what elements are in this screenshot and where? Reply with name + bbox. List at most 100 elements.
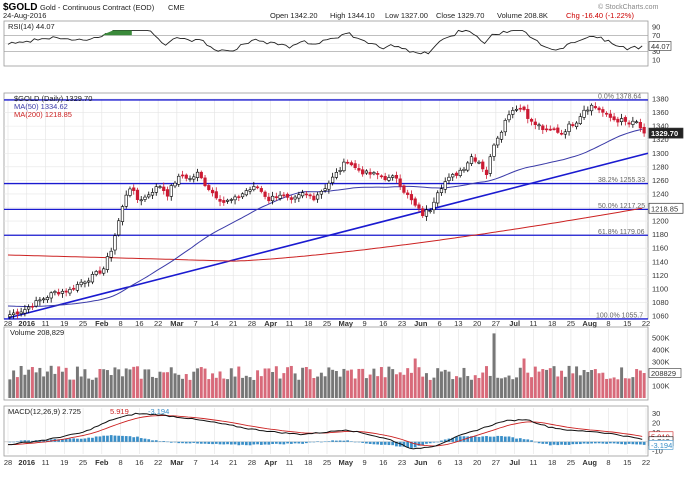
x-tick-label: 11: [530, 458, 538, 467]
candle-body: [574, 122, 579, 128]
macd-histogram-bar: [218, 441, 222, 445]
candle-body: [556, 127, 560, 133]
ma200-tag-box: [648, 202, 684, 214]
candle-body: [635, 121, 639, 124]
x-tick-label: Jul: [509, 319, 520, 328]
candle-body: [484, 169, 489, 176]
volume-bar: [218, 371, 222, 398]
macd-histogram-bar: [12, 441, 16, 443]
volume-bar: [470, 379, 473, 398]
candle-body: [631, 120, 635, 125]
macd-histogram-bar: [402, 441, 406, 447]
candle-body: [248, 189, 252, 192]
candle-body: [117, 220, 121, 236]
volume-bar: [364, 378, 368, 398]
volume-bar: [406, 368, 410, 398]
macd-histogram-bar: [203, 441, 207, 444]
fib-label: 61.8% 1179.06: [598, 229, 645, 236]
volume-bar: [462, 367, 466, 398]
macd-histogram-bar: [346, 440, 350, 442]
macd-histogram-bar: [166, 441, 169, 443]
candle-body: [334, 172, 338, 178]
candle-body: [428, 210, 432, 212]
macd-histogram-bar: [286, 441, 289, 444]
x-tick-label: Feb: [95, 319, 109, 328]
macd-histogram-bar: [425, 441, 428, 444]
volume-bar: [466, 376, 470, 398]
rsi-overbought-fill: [98, 30, 132, 36]
candle-body: [282, 194, 286, 197]
macd-histogram-bar: [492, 436, 496, 442]
volume-bar: [166, 372, 169, 398]
macd-histogram-bar: [259, 441, 263, 445]
volume-bar: [346, 370, 350, 398]
volume-bar: [286, 367, 290, 398]
candle-body: [222, 200, 226, 203]
candle-body: [413, 198, 417, 206]
volume-bar: [635, 369, 639, 398]
volume-bar: [500, 378, 503, 398]
candle-body: [214, 191, 218, 199]
macd-histogram-bar: [620, 441, 623, 445]
symbol: $GOLD: [3, 2, 37, 13]
candle-body: [165, 189, 170, 197]
candle-body: [503, 120, 507, 133]
candle-body: [466, 162, 470, 171]
macd-histogram-bar: [233, 441, 237, 445]
x-tick-label: 25: [323, 319, 331, 328]
macd-hist-label: -3.194: [148, 407, 169, 416]
x-tick-label: Mar: [170, 319, 183, 328]
x-tick-label: 8: [606, 319, 610, 328]
volume-bar: [267, 368, 271, 398]
x-tick-label: 7: [194, 319, 198, 328]
candle-body: [349, 162, 353, 166]
x-tick-label: 28: [4, 458, 12, 467]
candle-body: [447, 176, 451, 181]
volume-bar: [541, 369, 545, 398]
macd-histogram-bar: [147, 439, 151, 442]
candle-body: [316, 194, 320, 200]
candle-body: [173, 182, 177, 187]
volume-bar: [173, 373, 177, 398]
volume-bar: [158, 371, 162, 398]
macd-histogram-bar: [207, 441, 211, 444]
candle-body: [409, 194, 414, 201]
candle-body: [443, 181, 447, 190]
macd-histogram-bar: [154, 440, 158, 442]
candle-body: [90, 273, 95, 283]
x-tick-label: Jul: [509, 458, 520, 467]
volume-bar: [567, 365, 571, 398]
exchange: CME: [168, 3, 185, 12]
volume-bar: [136, 366, 139, 398]
candle-body: [150, 192, 155, 196]
candle-body: [432, 201, 436, 211]
rsi-tick-label: 30: [652, 47, 660, 56]
price-tick-label: 1060: [652, 312, 669, 321]
volume-bar: [143, 369, 147, 398]
candle-body: [473, 157, 477, 162]
volume-bar: [304, 366, 308, 398]
price-label: $GOLD (Daily) 1329.70: [14, 94, 92, 103]
candle-body: [533, 121, 537, 125]
ma200-label: MA(200) 1218.85: [14, 110, 72, 119]
macd-histogram-bar: [391, 441, 395, 446]
macd-histogram-bar: [87, 437, 91, 442]
candle-body: [270, 195, 275, 202]
candle-body: [589, 104, 594, 112]
candle-body: [417, 204, 421, 209]
volume-bar: [90, 379, 94, 398]
candle-body: [616, 118, 620, 123]
macd-histogram-bar: [556, 441, 560, 446]
macd-histogram-bar: [511, 437, 515, 442]
candle-body: [544, 128, 549, 131]
macd-histogram-bar: [458, 436, 462, 442]
x-tick-label: Jun: [414, 458, 428, 467]
macd-histogram-bar: [331, 440, 335, 442]
volume-bar: [428, 379, 432, 398]
volume-bar: [188, 379, 192, 398]
macd-histogram-bar: [443, 439, 447, 442]
volume-bar: [79, 376, 83, 398]
price-tick-label: 1300: [652, 149, 669, 158]
macd-histogram-bar: [27, 440, 31, 442]
rsi-last-value: 44.07: [651, 42, 670, 51]
